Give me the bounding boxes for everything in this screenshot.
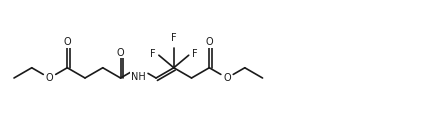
Text: O: O [206,37,213,47]
Text: O: O [64,37,71,47]
Text: O: O [46,73,53,83]
Text: F: F [150,49,156,59]
Text: F: F [171,33,176,43]
Text: NH: NH [131,72,146,82]
Text: F: F [192,49,197,59]
Text: O: O [117,47,124,57]
Text: O: O [223,73,231,83]
